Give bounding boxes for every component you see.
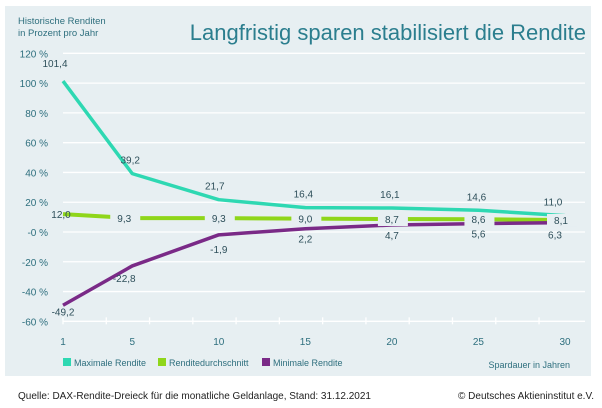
y-tick-label: -60 % xyxy=(22,317,48,328)
y-tick-label: -20 % xyxy=(22,258,48,269)
label-background xyxy=(110,212,141,226)
legend-swatch xyxy=(63,358,71,366)
y-tick-label: 80 % xyxy=(25,109,48,120)
data-label: 9,3 xyxy=(212,214,226,225)
data-label: 39,2 xyxy=(121,156,141,167)
y-tick-label: 100 % xyxy=(20,79,48,90)
x-axis-label: Spardauer in Jahren xyxy=(488,360,570,370)
y-tick-label: 20 % xyxy=(25,198,48,209)
x-tick-label: 10 xyxy=(213,337,225,348)
x-tick-label: 25 xyxy=(473,337,485,348)
data-label: 9,3 xyxy=(117,214,131,225)
data-label: 4,7 xyxy=(385,231,399,242)
y-axis-label-line1: Historische Renditen xyxy=(18,16,106,27)
series-line-maximale-rendite xyxy=(61,79,566,218)
data-label: 16,1 xyxy=(380,190,400,201)
legend-swatch xyxy=(262,358,270,366)
label-background xyxy=(377,213,408,227)
x-tick-label: 30 xyxy=(559,337,571,348)
legend-label: Maximale Rendite xyxy=(74,358,146,368)
data-label: 21,7 xyxy=(205,182,225,193)
y-tick-label: -40 % xyxy=(22,288,48,299)
x-tick-label: 1 xyxy=(60,337,66,348)
label-background xyxy=(547,213,577,227)
data-label: 16,4 xyxy=(294,190,314,201)
data-label: 8,7 xyxy=(385,215,399,226)
data-label: -1,9 xyxy=(210,245,228,256)
data-label: 11,0 xyxy=(544,198,563,209)
x-tick-label: 20 xyxy=(386,337,398,348)
data-label: 5,6 xyxy=(471,230,485,241)
data-label: 8,1 xyxy=(554,216,568,227)
y-tick-label: 60 % xyxy=(25,139,48,150)
y-tick-label: 40 % xyxy=(25,168,48,179)
data-label: -22,8 xyxy=(113,274,136,285)
label-background xyxy=(291,212,322,226)
series-line-minimale-rendite xyxy=(62,220,566,307)
label-background xyxy=(464,213,495,227)
data-label: 6,3 xyxy=(548,231,562,242)
y-tick-label: -0 % xyxy=(27,228,48,239)
chart-title: Langfristig sparen stabilisiert die Rend… xyxy=(190,20,586,45)
data-label: 12,0 xyxy=(51,210,71,221)
copyright-note: © Deutsches Aktieninstitut e.V. xyxy=(458,391,594,402)
y-tick-label: 120 % xyxy=(20,49,48,60)
data-label: 14,6 xyxy=(467,192,487,203)
data-label: 9,0 xyxy=(298,215,312,226)
data-label: -49,2 xyxy=(52,307,75,318)
label-background xyxy=(204,212,235,226)
data-label: 8,6 xyxy=(471,215,485,226)
y-axis-label-line2: in Prozent pro Jahr xyxy=(18,28,98,39)
x-tick-label: 5 xyxy=(129,337,135,348)
legend-swatch xyxy=(158,358,166,366)
chart-panel xyxy=(5,6,591,376)
legend-label: Renditedurchschnitt xyxy=(169,358,249,368)
source-note: Quelle: DAX-Rendite-Dreieck für die mona… xyxy=(18,391,371,402)
data-label: 2,2 xyxy=(298,235,312,246)
data-label: 101,4 xyxy=(42,59,67,70)
x-tick-label: 15 xyxy=(300,337,312,348)
legend-label: Minimale Rendite xyxy=(273,358,343,368)
